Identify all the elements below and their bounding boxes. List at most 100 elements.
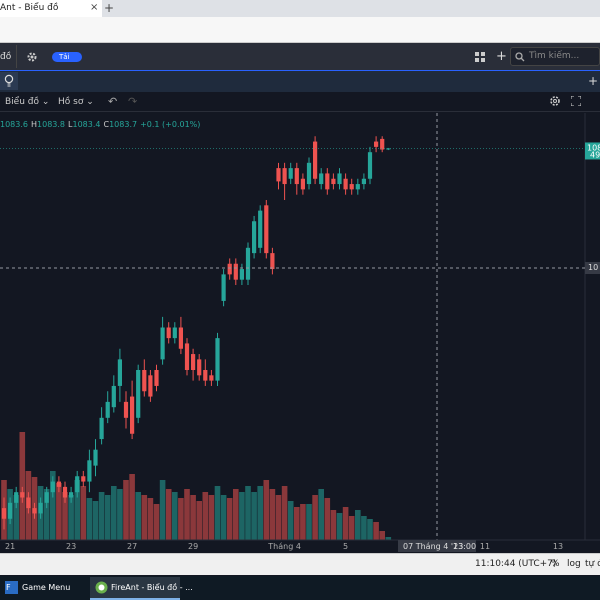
candle-body	[325, 173, 330, 190]
percent-toggle[interactable]: %	[551, 559, 560, 569]
chart-settings[interactable]	[549, 95, 561, 107]
tab-bar	[0, 0, 600, 17]
candle-body	[264, 205, 269, 254]
candle-body	[252, 221, 257, 254]
volume-bar	[239, 492, 245, 540]
address-area	[0, 17, 600, 43]
candle-body	[221, 274, 226, 301]
volume-bar	[287, 501, 294, 540]
add-button[interactable]: +	[496, 49, 507, 64]
log-toggle[interactable]: log	[567, 559, 581, 569]
idea-button[interactable]	[0, 72, 18, 90]
volume-bar	[178, 498, 184, 540]
redo[interactable]: ↷	[128, 95, 138, 108]
candle-body	[197, 359, 202, 376]
chart-toolbar	[0, 92, 600, 112]
volume-bar	[361, 516, 367, 540]
candle-body	[184, 343, 190, 370]
taskbar-active[interactable]	[90, 577, 180, 600]
x-tick-label: 27	[127, 542, 137, 551]
candle-body	[282, 168, 287, 185]
volume-bar	[129, 474, 135, 540]
candle-body	[178, 327, 183, 349]
profile-menu-label: Hồ sơ	[58, 97, 84, 107]
taskbar-item[interactable]: Game Menu	[22, 583, 71, 592]
crosshair-date: 07 Tháng 4 '23	[403, 542, 463, 551]
candle-body	[136, 370, 141, 418]
candle-body	[148, 375, 153, 397]
legend-high-label: H	[31, 120, 37, 129]
volume-bar	[275, 495, 282, 540]
profile-menu[interactable]: Hồ sơ ⌄	[58, 97, 94, 107]
menu-item[interactable]: đồ	[0, 52, 12, 62]
candle-body	[386, 148, 391, 150]
search-box[interactable]: Tìm kiếm...	[510, 47, 600, 66]
volume-bar	[251, 492, 257, 540]
candle-body	[191, 354, 196, 370]
volume-bar	[208, 495, 215, 540]
volume-bar	[373, 522, 379, 540]
volume-bar	[141, 495, 148, 540]
volume-bar	[135, 492, 141, 540]
browser-tab[interactable]: Ant - Biểu đồ	[0, 0, 102, 17]
volume-bar	[214, 486, 221, 540]
search-placeholder: Tìm kiếm...	[529, 51, 580, 61]
x-tick-label: 23	[66, 542, 76, 551]
volume-bar	[348, 516, 355, 540]
status-time: 11:10:44 (UTC+7)	[475, 559, 557, 569]
candle-body	[105, 401, 110, 418]
candle-body	[130, 396, 135, 434]
candle-body	[99, 417, 104, 440]
candle-body	[142, 370, 147, 392]
candle-body	[355, 184, 360, 190]
volume-bar	[318, 489, 324, 540]
candle-body	[227, 263, 232, 275]
chart-menu[interactable]: Biểu đồ ⌄	[5, 97, 50, 107]
volume-bar	[269, 489, 276, 540]
volumes	[1, 432, 392, 540]
chart-menu-label: Biểu đồ	[5, 97, 39, 107]
candle-body	[313, 141, 318, 179]
crosshair-time-box	[398, 540, 476, 552]
undo[interactable]: ↶	[108, 95, 118, 108]
candle-body	[306, 162, 312, 185]
candle-body	[331, 178, 336, 185]
volume-bar	[159, 480, 166, 540]
panel-add[interactable]: +	[588, 74, 599, 88]
x-tick-label: 21	[5, 542, 15, 551]
volume-bar	[220, 495, 227, 540]
settings-icon[interactable]	[26, 51, 38, 63]
new-tab[interactable]: +	[104, 1, 115, 15]
tab-close[interactable]: ×	[90, 2, 99, 13]
volume-bar	[43, 489, 50, 540]
candle-body	[319, 173, 324, 185]
legend-open: 1083.6	[0, 120, 28, 129]
auto-toggle[interactable]: tự độ	[585, 559, 600, 569]
candle-body	[81, 476, 86, 482]
taskbar-item-label: FireAnt - Biểu đồ - ...	[111, 583, 193, 592]
candle-body	[239, 269, 244, 280]
divider	[16, 45, 17, 68]
layout-icon[interactable]	[475, 52, 485, 62]
toggle[interactable]: Tải	[52, 52, 82, 62]
volume-bar	[190, 495, 196, 540]
volume-bar	[300, 504, 306, 540]
volume-bar	[172, 492, 178, 540]
x-tick-label: 5	[343, 542, 348, 551]
volume-bar	[7, 489, 13, 540]
candle-body	[117, 359, 122, 386]
candle-body	[337, 173, 342, 185]
candle-body	[172, 327, 177, 339]
legend-high: 1083.8	[37, 120, 65, 129]
candle-body	[215, 338, 220, 381]
volume-bar	[306, 504, 312, 540]
toggle-label: Tải	[59, 53, 70, 61]
legend-close-label: C	[103, 120, 109, 129]
volume-bar	[202, 492, 209, 540]
volume-bar	[342, 507, 349, 540]
candle-body	[123, 401, 129, 418]
volume-bar	[312, 495, 318, 540]
price-axis	[585, 113, 600, 540]
volume-bar	[74, 480, 80, 540]
volume-bar	[324, 498, 331, 540]
